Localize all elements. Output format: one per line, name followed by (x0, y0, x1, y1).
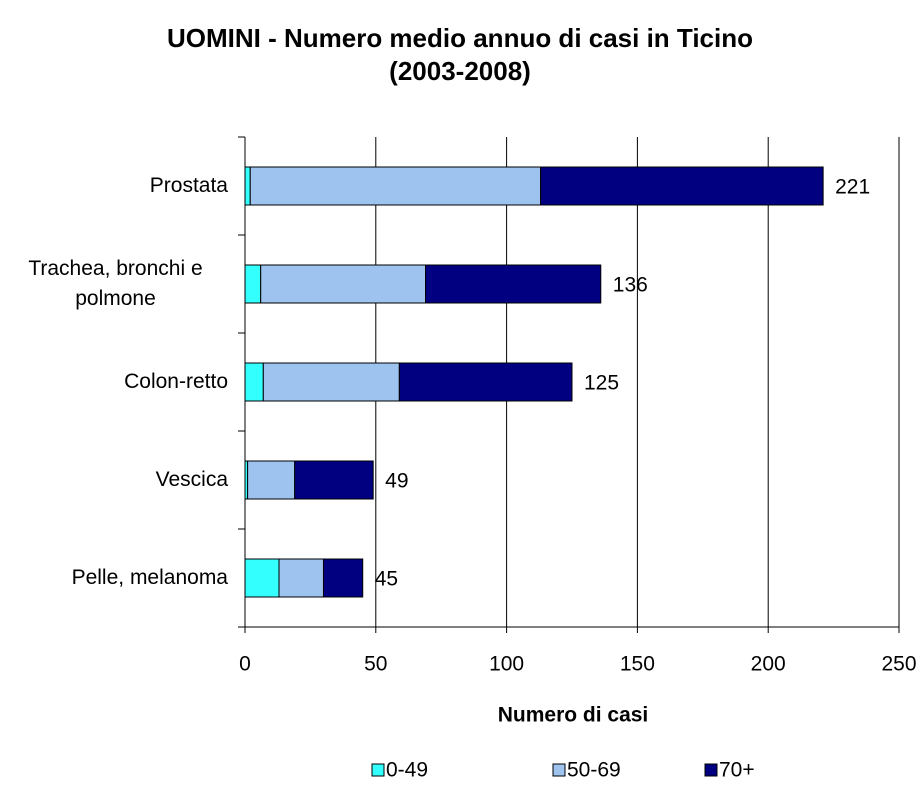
data-label: 49 (385, 470, 408, 493)
y-tick-label-box: Prostata (0, 171, 228, 201)
y-tick-label: Colon-retto (124, 370, 228, 393)
bar-segment (260, 264, 427, 304)
bar-segment (247, 460, 296, 500)
x-tick-label: 150 (620, 653, 655, 676)
data-label: 45 (375, 568, 398, 591)
y-tick-label-box: Trachea, bronchi e polmone (0, 254, 228, 314)
data-label: 125 (584, 372, 619, 395)
bar-segment (278, 558, 324, 598)
bar-segment (294, 460, 374, 500)
x-tick-label: 0 (239, 653, 251, 676)
legend-label: 0-49 (386, 759, 428, 782)
y-tick-label-box: Colon-retto (0, 367, 228, 397)
data-label: 221 (835, 176, 870, 199)
x-axis-title: Numero di casi (498, 704, 649, 727)
bar-segment (262, 362, 400, 402)
bar-segment (244, 362, 264, 402)
chart-title: UOMINI - Numero medio annuo di casi in T… (167, 23, 753, 53)
y-tick-label: Prostata (149, 174, 228, 197)
bar-segment (249, 166, 542, 206)
x-tick-label: 100 (489, 653, 524, 676)
y-tick-label-box: Vescica (0, 465, 228, 495)
y-tick-label: Trachea, bronchi e polmone (28, 257, 203, 310)
x-tick-label: 250 (881, 653, 916, 676)
legend-swatch (704, 763, 718, 777)
y-tick-label: Pelle, melanoma (71, 566, 228, 589)
bar-segment (540, 166, 824, 206)
legend-label: 70+ (719, 759, 755, 782)
legend-label: 50-69 (567, 759, 621, 782)
chart-subtitle: (2003-2008) (389, 56, 531, 86)
data-label: 136 (613, 274, 648, 297)
bar-segment (425, 264, 602, 304)
bar-segment (398, 362, 573, 402)
bar-segment (244, 558, 280, 598)
x-tick-label: 50 (364, 653, 387, 676)
y-tick-label-box: Pelle, melanoma (0, 563, 228, 593)
x-tick-label: 200 (751, 653, 786, 676)
bar-segment (244, 166, 251, 206)
legend-swatch (552, 763, 566, 777)
y-tick-label: Vescica (155, 468, 228, 491)
bar-segment (322, 558, 364, 598)
legend-swatch (371, 763, 385, 777)
bar-segment (244, 264, 262, 304)
